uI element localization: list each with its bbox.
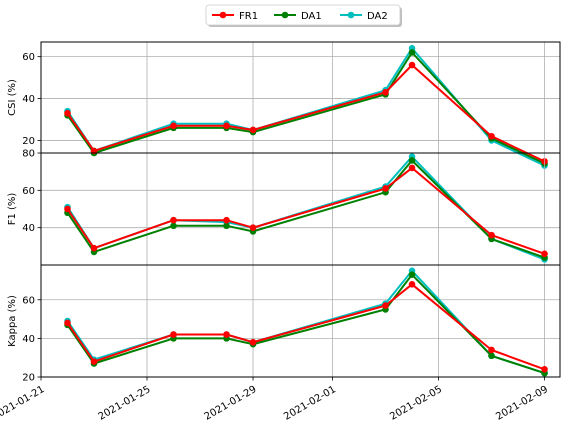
data-point-da1	[408, 271, 416, 278]
data-point-fr1	[170, 331, 177, 338]
data-point-fr1	[64, 205, 71, 213]
legend-label: DA2	[367, 11, 388, 22]
data-point-fr1	[382, 185, 389, 192]
data-point-fr1	[170, 216, 177, 224]
x-tick-label: 2021-01-21	[0, 384, 47, 423]
legend-label: FR1	[239, 11, 258, 22]
y-tick-label: 20	[22, 136, 35, 147]
series-line-da1	[66, 273, 545, 375]
series-line-da2	[66, 47, 545, 167]
data-point-fr1	[408, 61, 416, 69]
y-axis-label: F1 (%)	[7, 193, 18, 226]
legend-box	[205, 4, 401, 26]
y-tick-label: 60	[22, 295, 35, 306]
data-point-fr1	[249, 126, 257, 134]
data-point-fr1	[541, 250, 548, 258]
panel-frame	[40, 41, 561, 154]
panel-2: 40 60 80 F1 (%)	[7, 149, 561, 266]
y-tick-label: 40	[22, 223, 35, 234]
legend-marker-da1	[281, 11, 289, 19]
x-tick-label: 2021-02-01	[282, 384, 338, 423]
data-point-fr1	[382, 88, 389, 96]
data-point-fr1	[170, 122, 177, 130]
legend-label: DA1	[301, 11, 322, 22]
panel-frame	[40, 152, 561, 266]
data-point-fr1	[541, 365, 548, 373]
data-point-da1	[408, 157, 416, 164]
data-point-da1	[488, 352, 495, 360]
panel-3: 20 40 60 Kappa (%)	[7, 264, 561, 384]
y-tick-label: 40	[22, 334, 35, 345]
series-line-da1	[66, 51, 545, 165]
data-point-fr1	[223, 216, 230, 224]
data-point-fr1	[488, 346, 495, 354]
data-point-da1	[408, 49, 416, 56]
data-point-da1	[170, 222, 177, 230]
x-tick-label: 2021-01-29	[203, 384, 259, 423]
legend-marker-da2	[347, 11, 355, 19]
series-line-da1	[66, 159, 545, 259]
data-point-fr1	[249, 338, 257, 346]
x-tick-label: 2021-02-05	[388, 384, 444, 423]
data-point-fr1	[488, 231, 495, 239]
data-point-fr1	[249, 224, 257, 231]
x-tick-label: 2021-02-09	[494, 384, 550, 423]
y-tick-label: 40	[22, 94, 35, 105]
panel-1: 20 40 60 CSI (%)	[7, 41, 561, 169]
data-point-fr1	[223, 331, 230, 338]
series-line-da2	[66, 269, 545, 375]
data-point-fr1	[90, 358, 98, 365]
data-point-fr1	[408, 164, 416, 172]
series-line-da2	[66, 155, 545, 261]
data-point-fr1	[382, 302, 389, 309]
data-point-fr1	[488, 132, 495, 140]
y-tick-label: 60	[22, 186, 35, 197]
series-line-fr1	[66, 283, 545, 371]
y-tick-label: 60	[22, 52, 35, 63]
x-tick-label: 2021-01-25	[97, 384, 153, 423]
data-point-fr1	[408, 281, 416, 288]
y-axis-label: CSI (%)	[7, 79, 18, 116]
y-axis-label: Kappa (%)	[7, 295, 18, 347]
y-tick-label: 20	[22, 373, 35, 384]
data-point-da1	[223, 222, 230, 230]
y-tick-label: 80	[22, 149, 35, 160]
data-point-fr1	[64, 319, 71, 327]
data-point-fr1	[223, 122, 230, 130]
panel-frame	[40, 264, 561, 378]
legend: FR1 DA1 DA2	[205, 4, 402, 27]
data-point-fr1	[90, 244, 98, 252]
legend-marker-fr1	[219, 11, 227, 19]
data-point-fr1	[64, 109, 71, 117]
